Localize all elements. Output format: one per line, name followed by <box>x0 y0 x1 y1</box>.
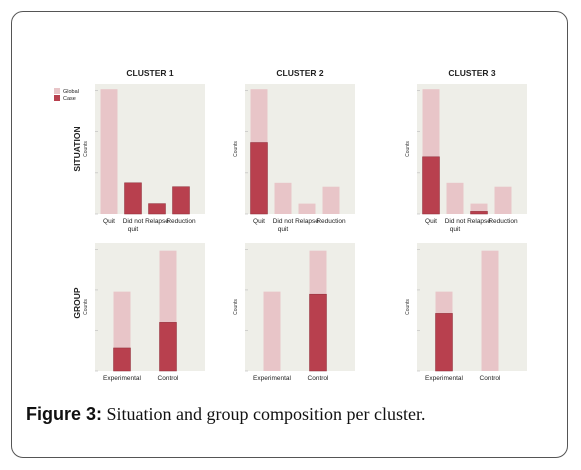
plot-area <box>95 243 205 371</box>
chart-title: CLUSTER 1 <box>126 68 174 78</box>
x-tick-label: Quit <box>253 218 265 225</box>
bar-case <box>250 142 268 215</box>
x-tick-label: Control <box>158 375 180 382</box>
y-axis-label: Counts <box>405 141 411 157</box>
bar-case <box>148 203 166 215</box>
caption-text: Situation and group composition per clus… <box>102 404 426 424</box>
y-axis-label: Counts <box>233 141 239 157</box>
x-tick-label: Did not <box>445 218 466 225</box>
bar-case <box>172 186 190 215</box>
figure-caption: Figure 3: Situation and group compositio… <box>26 404 425 425</box>
x-tick-label: Relapse <box>467 218 491 225</box>
bar-case <box>124 182 142 215</box>
x-tick-label: Reduction <box>488 218 518 225</box>
caption-label: Figure 3: <box>26 404 103 424</box>
x-tick-label: Control <box>480 375 502 382</box>
bar-case <box>113 347 131 372</box>
plot-area <box>245 243 355 371</box>
bar-case <box>470 211 488 215</box>
x-tick-label: quit <box>278 226 289 233</box>
x-tick-label: Reduction <box>316 218 346 225</box>
x-tick-label: Did not <box>123 218 144 225</box>
bar-global <box>446 182 464 214</box>
bar-global <box>494 186 512 214</box>
bar-global <box>322 186 340 214</box>
legend-swatch-case <box>54 95 60 101</box>
x-tick-label: Reduction <box>166 218 196 225</box>
bar-case <box>309 293 327 372</box>
y-axis-label: Counts <box>233 299 239 315</box>
x-tick-label: quit <box>450 226 461 233</box>
bar-global <box>470 203 488 214</box>
bar-case <box>159 322 177 372</box>
row-label-group: GROUP <box>72 287 82 319</box>
bar-global <box>481 250 499 371</box>
y-axis-label: Counts <box>405 299 411 315</box>
bar-global <box>100 89 118 214</box>
x-tick-label: Experimental <box>425 375 463 382</box>
x-tick-label: Relapse <box>145 218 169 225</box>
legend-label-case: Case <box>63 96 76 102</box>
x-tick-label: Did not <box>273 218 294 225</box>
x-tick-label: Relapse <box>295 218 319 225</box>
x-tick-label: Quit <box>425 218 437 225</box>
bar-global <box>274 182 292 214</box>
row-label-situation: SITUATION <box>72 126 82 171</box>
chart-title: CLUSTER 2 <box>276 68 324 78</box>
bar-case <box>422 156 440 215</box>
legend-swatch-global <box>54 88 60 94</box>
x-tick-label: Experimental <box>103 375 141 382</box>
bar-global <box>298 203 316 214</box>
x-tick-label: Control <box>308 375 330 382</box>
x-tick-label: Experimental <box>253 375 291 382</box>
x-tick-label: Quit <box>103 218 115 225</box>
x-tick-label: quit <box>128 226 139 233</box>
bar-case <box>435 313 453 372</box>
y-axis-label: Counts <box>83 141 89 157</box>
plot-area <box>417 243 527 371</box>
chart-title: CLUSTER 3 <box>448 68 496 78</box>
legend-label-global: Global <box>63 89 79 95</box>
y-axis-label: Counts <box>83 299 89 315</box>
bar-global <box>263 291 281 371</box>
